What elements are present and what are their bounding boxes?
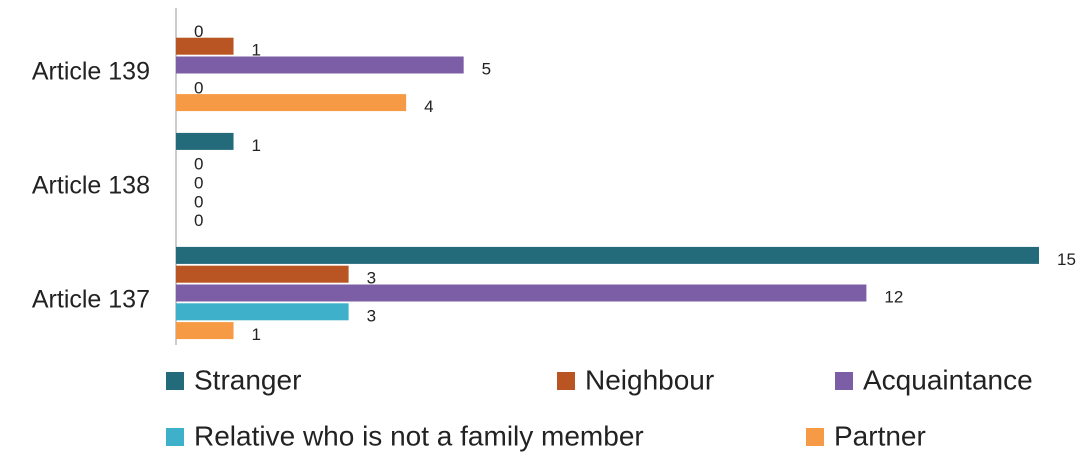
- value-label: 0: [194, 192, 203, 211]
- bar: [176, 94, 407, 112]
- value-label: 4: [424, 97, 433, 116]
- bar: [176, 37, 234, 55]
- category-label: Article 138: [32, 172, 150, 200]
- legend-swatch: [806, 428, 824, 446]
- value-label: 3: [367, 306, 376, 325]
- legend-swatch: [166, 372, 184, 390]
- value-label: 0: [194, 173, 203, 192]
- value-label: 0: [194, 78, 203, 97]
- legend-swatch: [166, 428, 184, 446]
- bar: [176, 132, 234, 150]
- bar: [176, 303, 349, 321]
- legend-label: Relative who is not a family member: [194, 420, 644, 451]
- legend-label: Acquaintance: [863, 364, 1033, 395]
- value-label: 1: [252, 136, 261, 155]
- value-label: 0: [194, 211, 203, 230]
- bar: [176, 56, 464, 74]
- value-label: 1: [252, 325, 261, 344]
- category-label: Article 139: [32, 58, 150, 86]
- legend-label: Stranger: [194, 364, 301, 395]
- value-label: 0: [194, 155, 203, 174]
- value-label: 15: [1057, 250, 1076, 269]
- bar: [176, 284, 867, 302]
- value-label: 12: [884, 287, 903, 306]
- legend-label: Partner: [834, 420, 926, 451]
- bar: [176, 246, 1039, 264]
- value-label: 3: [367, 269, 376, 288]
- legend-swatch: [835, 372, 853, 390]
- legend-label: Neighbour: [585, 364, 714, 395]
- value-label: 1: [252, 41, 261, 60]
- bar: [176, 265, 349, 283]
- bar: [176, 322, 234, 340]
- value-label: 0: [194, 22, 203, 41]
- value-label: 5: [482, 59, 491, 78]
- legend-swatch: [557, 372, 575, 390]
- category-label: Article 137: [32, 286, 150, 314]
